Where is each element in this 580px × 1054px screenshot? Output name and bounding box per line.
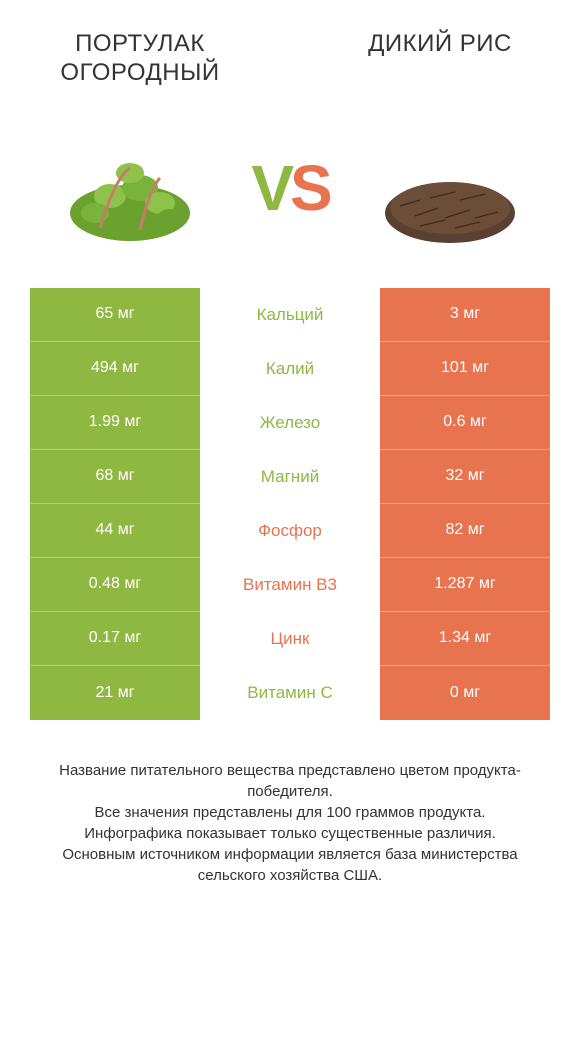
table-row: 65 мгКальций3 мг — [30, 288, 550, 342]
right-value: 32 мг — [380, 450, 550, 504]
right-value: 0 мг — [380, 666, 550, 720]
nutrient-label: Витамин C — [200, 666, 380, 720]
nutrient-label: Цинк — [200, 612, 380, 666]
table-row: 44 мгФосфор82 мг — [30, 504, 550, 558]
left-value: 68 мг — [30, 450, 200, 504]
vs-v: V — [251, 152, 290, 224]
comparison-table: 65 мгКальций3 мг494 мгКалий101 мг1.99 мг… — [30, 288, 550, 720]
table-row: 0.48 мгВитамин B31.287 мг — [30, 558, 550, 612]
left-value: 494 мг — [30, 342, 200, 396]
footer-line: Инфографика показывает только существенн… — [30, 823, 550, 844]
right-value: 3 мг — [380, 288, 550, 342]
right-value: 1.34 мг — [380, 612, 550, 666]
table-row: 68 мгМагний32 мг — [30, 450, 550, 504]
nutrient-label: Калий — [200, 342, 380, 396]
table-row: 1.99 мгЖелезо0.6 мг — [30, 396, 550, 450]
left-value: 44 мг — [30, 504, 200, 558]
left-product-image — [40, 118, 220, 258]
right-value: 101 мг — [380, 342, 550, 396]
header: ПОРТУЛАК ОГОРОДНЫЙ ДИКИЙ РИС — [0, 0, 580, 98]
footer-notes: Название питательного вещества представл… — [30, 760, 550, 886]
nutrient-label: Фосфор — [200, 504, 380, 558]
left-value: 21 мг — [30, 666, 200, 720]
vs-s: S — [290, 152, 329, 224]
left-value: 65 мг — [30, 288, 200, 342]
footer-line: Название питательного вещества представл… — [30, 760, 550, 802]
right-value: 82 мг — [380, 504, 550, 558]
nutrient-label: Кальций — [200, 288, 380, 342]
vs-label: VS — [251, 151, 328, 225]
nutrient-label: Магний — [200, 450, 380, 504]
table-row: 21 мгВитамин C0 мг — [30, 666, 550, 720]
images-row: VS — [0, 98, 580, 288]
left-value: 1.99 мг — [30, 396, 200, 450]
footer-line: Все значения представлены для 100 граммо… — [30, 802, 550, 823]
right-product-image — [360, 118, 540, 258]
nutrient-label: Железо — [200, 396, 380, 450]
table-row: 0.17 мгЦинк1.34 мг — [30, 612, 550, 666]
right-value: 1.287 мг — [380, 558, 550, 612]
footer-line: Основным источником информации является … — [30, 844, 550, 886]
table-row: 494 мгКалий101 мг — [30, 342, 550, 396]
left-product-title: ПОРТУЛАК ОГОРОДНЫЙ — [30, 30, 250, 88]
left-value: 0.17 мг — [30, 612, 200, 666]
right-product-title: ДИКИЙ РИС — [330, 30, 550, 59]
left-value: 0.48 мг — [30, 558, 200, 612]
nutrient-label: Витамин B3 — [200, 558, 380, 612]
right-value: 0.6 мг — [380, 396, 550, 450]
